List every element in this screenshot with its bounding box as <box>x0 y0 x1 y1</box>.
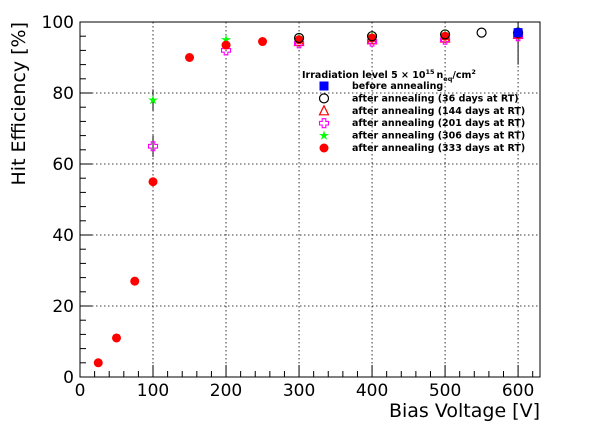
data-point <box>93 358 103 368</box>
plot-frame <box>79 21 541 378</box>
legend-entry: after annealing (333 days at RT) <box>319 143 525 154</box>
data-point <box>293 32 305 44</box>
data-point <box>366 31 378 42</box>
y-tick-label: 20 <box>52 297 74 317</box>
legend-title-suffix: /cm <box>452 70 471 81</box>
legend: Irradiation level 5 × 1015 neq/cm2 before… <box>302 68 525 154</box>
legend-label: after annealing (144 days at RT) <box>352 106 525 117</box>
legend-entry: after annealing (306 days at RT) <box>318 130 525 142</box>
legend-marker <box>319 143 329 153</box>
y-tick-label: 40 <box>52 226 74 246</box>
legend-entry: after annealing (144 days at RT) <box>318 104 525 117</box>
legend-title-prefix: Irradiation level 5 × 10 <box>302 70 426 81</box>
legend-marker <box>318 93 330 104</box>
legend-label: after annealing (201 days at RT) <box>352 118 525 129</box>
data-point <box>220 34 232 45</box>
data-point <box>130 276 140 286</box>
legend-title-suffix-exponent: 2 <box>471 68 476 76</box>
data-point <box>439 29 451 40</box>
legend-title-unit: n <box>437 70 444 81</box>
x-tick-label: 300 <box>283 381 315 401</box>
legend-entry: after annealing (36 days at RT) <box>318 93 519 104</box>
legend-label: after annealing (333 days at RT) <box>352 143 525 154</box>
legend-marker <box>319 81 329 91</box>
x-tick-label: 100 <box>137 381 169 401</box>
data-point <box>258 37 268 47</box>
legend-marker <box>318 104 330 116</box>
tick-labels: 0 100 200 300 400 500 600 0 20 40 60 80 100 <box>42 13 535 401</box>
x-tick-label: 500 <box>429 381 461 401</box>
x-tick-label: 200 <box>210 381 242 401</box>
x-tick-label: 400 <box>356 381 388 401</box>
legend-label: after annealing (306 days at RT) <box>352 131 525 142</box>
legend-label: before annealing <box>352 81 443 92</box>
data-point <box>147 94 159 105</box>
legend-entry: before annealing <box>319 81 443 92</box>
y-tick-label: 100 <box>42 13 74 33</box>
legend-title: Irradiation level 5 × 1015 neq/cm2 <box>302 68 476 83</box>
data-point <box>513 28 523 38</box>
x-tick-label: 600 <box>502 381 534 401</box>
data-point <box>112 333 122 343</box>
legend-label: after annealing (36 days at RT) <box>352 93 519 104</box>
y-tick-label: 0 <box>63 368 74 388</box>
data-point <box>147 141 159 152</box>
data-point <box>148 177 158 187</box>
y-axis-label: Hit Efficiency [%] <box>8 22 30 186</box>
data-point <box>185 53 195 62</box>
legend-title-unit-subscript: eq <box>443 75 452 83</box>
legend-marker <box>318 130 330 140</box>
data-point <box>221 40 231 50</box>
x-axis-label: Bias Voltage [V] <box>389 400 540 422</box>
y-tick-label: 80 <box>52 84 74 104</box>
legend-marker <box>318 118 330 129</box>
data-point <box>476 27 487 38</box>
x-tick-label: 0 <box>75 381 86 401</box>
data-points <box>93 22 524 368</box>
y-tick-label: 60 <box>52 155 74 175</box>
axis-ticks <box>79 21 534 378</box>
legend-title-exponent: 15 <box>425 68 435 76</box>
legend-entry: after annealing (201 days at RT) <box>318 118 525 129</box>
